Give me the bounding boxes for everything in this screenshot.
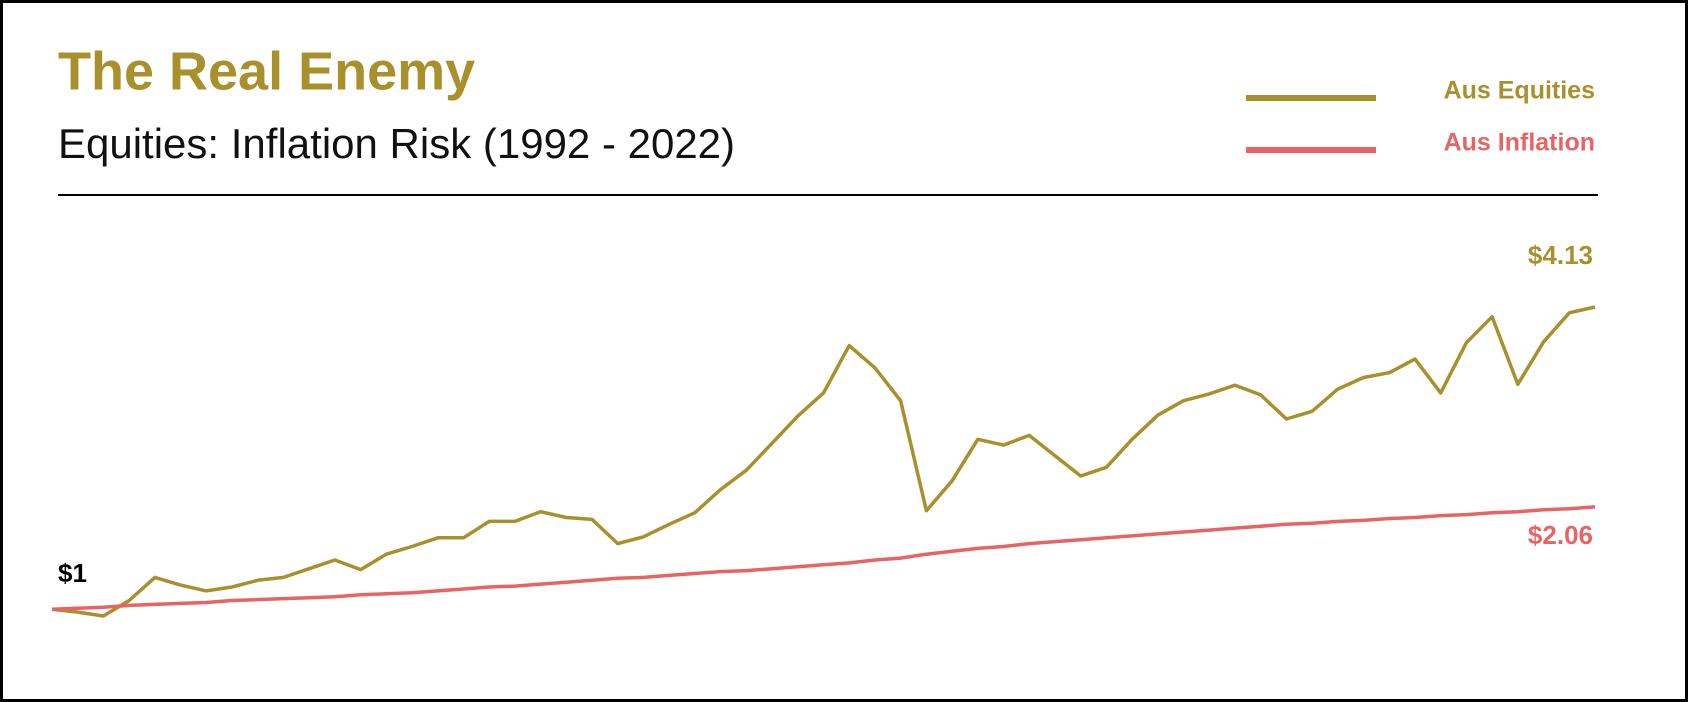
legend-label: Aus Equities [1444, 77, 1595, 105]
value-label: $2.06 [1528, 520, 1593, 550]
chart-subtitle: Equities: Inflation Risk (1992 - 2022) [58, 120, 735, 167]
value-label: $1 [58, 558, 87, 588]
series-line [51, 305, 1596, 618]
chart-title: The Real Enemy [58, 41, 475, 101]
series-line [51, 505, 1596, 611]
legend-label: Aus Inflation [1444, 129, 1595, 157]
value-label: $4.13 [1528, 240, 1593, 270]
